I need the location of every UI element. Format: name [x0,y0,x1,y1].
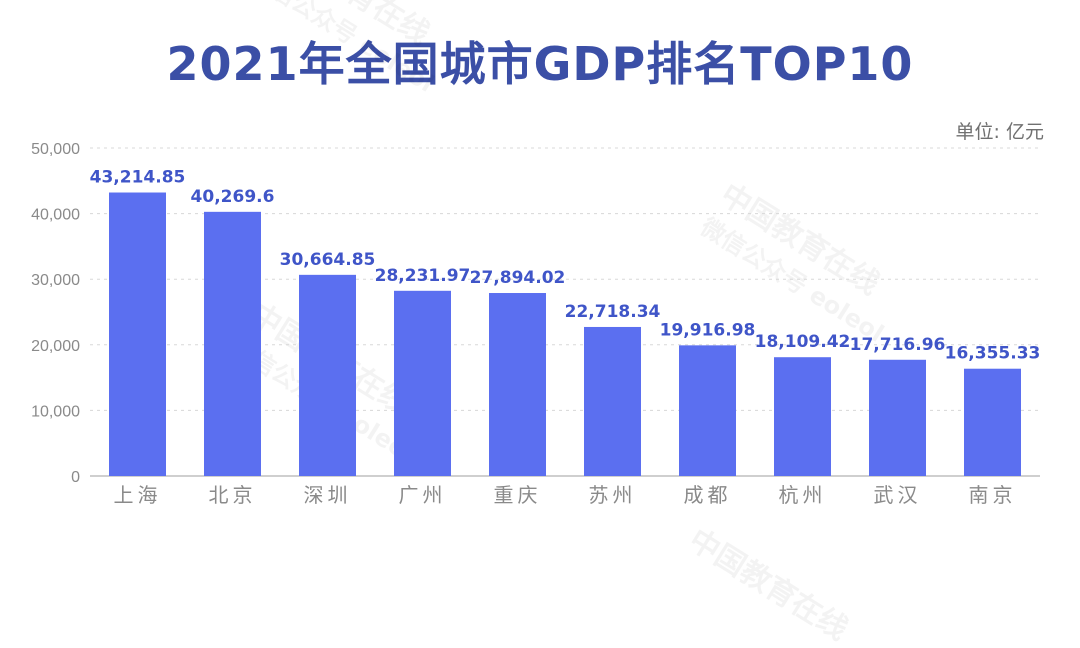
x-tick-label: 武汉 [874,483,922,507]
y-tick-label: 50,000 [31,141,80,158]
x-tick-label: 南京 [969,483,1017,507]
data-label: 28,231.97 [375,266,471,286]
data-label: 18,109.42 [755,332,851,352]
chart-title: 2021年全国城市GDP排名TOP10 [166,37,914,91]
x-tick-label: 重庆 [494,483,542,507]
bar-9 [964,368,1021,476]
data-label: 19,916.98 [660,320,756,340]
y-tick-label: 10,000 [31,403,80,420]
bar-chart: 0 10,000 20,000 30,000 40,000 50,000 43,214.85… [31,141,1041,507]
y-tick-label: 40,000 [31,207,80,224]
x-tick-label: 成都 [684,483,732,507]
x-tick-label: 苏州 [589,483,637,507]
y-tick-label: 30,000 [31,272,80,289]
data-label: 16,355.33 [945,344,1041,364]
data-label: 30,664.85 [280,250,376,270]
x-tick-label: 广州 [399,483,447,507]
bar-5 [584,326,641,476]
x-tick-label: 北京 [209,483,257,507]
x-tick-label: 杭州 [779,483,827,507]
bar-3 [394,290,451,476]
data-label: 40,269.6 [191,187,275,207]
x-tick-label: 上海 [114,483,162,507]
bar-6 [679,345,736,476]
y-tick-label: 20,000 [31,338,80,355]
data-label: 27,894.02 [470,268,566,288]
y-tick-label: 0 [71,469,80,486]
bar-0 [109,192,166,476]
data-label: 22,718.34 [565,302,661,322]
x-tick-label: 深圳 [304,483,352,507]
bar-4 [489,293,546,476]
bar-7 [774,357,831,476]
data-label: 43,214.85 [90,168,186,188]
data-label: 17,716.96 [850,335,946,355]
bar-1 [204,211,261,476]
bar-2 [299,274,356,476]
bar-8 [869,359,926,476]
unit-label: 单位: 亿元 [955,121,1044,143]
